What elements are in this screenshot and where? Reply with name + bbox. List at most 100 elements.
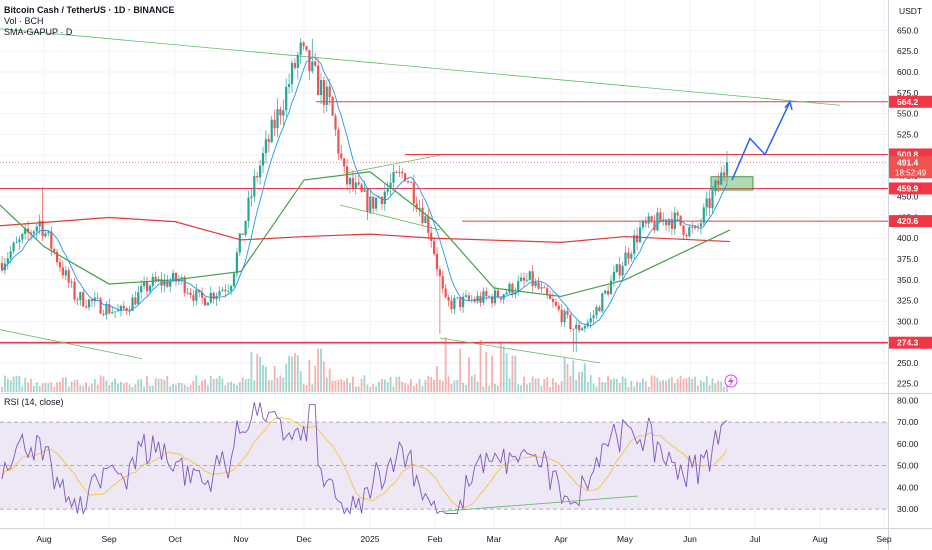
- volume-bar: [276, 377, 279, 392]
- volume-bar: [459, 348, 462, 392]
- candle-body: [128, 310, 131, 312]
- volume-bar: [244, 379, 247, 392]
- rsi-tick-label: 70.00: [897, 417, 919, 427]
- volume-bar: [650, 375, 653, 392]
- candle-body: [76, 299, 79, 301]
- candle-body: [273, 119, 276, 129]
- drawings-overlay[interactable]: [724, 100, 793, 388]
- volume-bar: [325, 377, 328, 392]
- volume-bar: [404, 382, 406, 392]
- volume-bar: [323, 361, 325, 392]
- volume-bar: [671, 377, 673, 392]
- candle-body: [259, 165, 262, 178]
- candle-body: [61, 267, 64, 276]
- volume-bar: [488, 385, 491, 392]
- candle-body: [528, 271, 531, 280]
- candle-body: [496, 290, 499, 298]
- sma-mid-line: [0, 171, 731, 298]
- volume-bar: [73, 380, 76, 392]
- volume-bar: [308, 359, 311, 392]
- price-tick-label: 575.0: [897, 88, 919, 98]
- volume-bar: [183, 384, 186, 392]
- volume-bar: [238, 382, 241, 392]
- candle-body: [145, 282, 149, 292]
- volume-bar: [53, 386, 56, 392]
- volume-bar: [668, 378, 670, 392]
- volume-bar: [250, 351, 253, 392]
- volume-bar: [644, 381, 647, 392]
- volume-bar: [526, 384, 528, 392]
- time-axis-label: May: [617, 534, 634, 544]
- projection-arrowhead: [784, 100, 793, 110]
- volume-bar: [705, 375, 708, 392]
- candle-body: [438, 269, 441, 277]
- volume-bar: [59, 381, 61, 392]
- price-axis[interactable]: 650.0625.0600.0575.0550.0525.0500.0475.0…: [889, 25, 932, 514]
- currency-label[interactable]: USDT: [899, 6, 923, 16]
- candle-body: [638, 227, 642, 243]
- volume-bar: [349, 382, 351, 392]
- candle-body: [363, 189, 366, 192]
- volume-bar: [439, 379, 441, 392]
- candle-body: [459, 297, 462, 308]
- candle-body: [554, 302, 557, 306]
- volume-bar: [337, 379, 340, 392]
- candle-body: [462, 296, 465, 308]
- level-price-tag: [889, 182, 932, 195]
- volume-bar: [56, 382, 58, 392]
- candle-body: [557, 305, 560, 310]
- volume-bar: [178, 382, 180, 392]
- symbol-title[interactable]: Bitcoin Cash / TetherUS · 1D · BINANCE: [4, 5, 175, 15]
- candle-body: [392, 171, 395, 183]
- volume-bar: [552, 378, 554, 392]
- candle-body: [38, 220, 41, 227]
- volume-bar: [9, 380, 12, 392]
- candle-body: [206, 302, 209, 306]
- time-axis[interactable]: Aug Sep Oct Nov Dec 2025 Feb Mar Apr May Jun Jul Aug…: [36, 534, 891, 544]
- candle-body: [427, 216, 430, 233]
- candle-body: [218, 291, 221, 296]
- candle-body: [433, 240, 436, 254]
- volume-bar: [221, 378, 224, 392]
- volume-indicator-label[interactable]: Vol · BCH: [4, 16, 44, 26]
- candle-body: [6, 258, 9, 264]
- candle-body: [325, 86, 328, 105]
- volume-bar: [441, 380, 444, 392]
- volume-bar: [70, 381, 73, 392]
- volume-bar: [41, 383, 44, 392]
- volume-bar: [662, 379, 665, 392]
- candle-body: [430, 232, 433, 241]
- candle-body: [665, 219, 668, 226]
- volume-bar: [679, 375, 682, 392]
- volume-bar: [160, 378, 163, 392]
- volume-bar: [630, 380, 633, 392]
- candle-body: [650, 216, 653, 222]
- volume-bar: [450, 383, 453, 392]
- price-tick-label: 225.0: [897, 379, 919, 389]
- candle-body: [369, 196, 372, 212]
- volume-bars: [1, 337, 728, 392]
- volume-bar: [598, 377, 601, 392]
- candle-body: [235, 252, 238, 274]
- volume-bar: [192, 380, 195, 392]
- candle-body: [702, 207, 705, 224]
- sma-indicator-label[interactable]: SMA-GAPUP · D: [4, 27, 73, 37]
- volume-bar: [163, 380, 166, 392]
- volume-bar: [511, 355, 514, 392]
- volume-bar: [352, 376, 354, 392]
- volume-bar: [653, 376, 656, 392]
- volume-bar: [212, 378, 215, 392]
- trend-line-mid: [339, 204, 441, 231]
- volume-bar: [468, 357, 470, 392]
- rsi-indicator-label[interactable]: RSI (14, close): [4, 397, 64, 407]
- volume-bar: [502, 346, 505, 392]
- candle-body: [331, 96, 334, 116]
- volume-bar: [627, 386, 630, 392]
- volume-bar: [140, 379, 143, 392]
- candle-body: [111, 312, 114, 314]
- candle-body: [375, 197, 378, 209]
- volume-bar: [412, 385, 415, 392]
- candle-body: [348, 178, 352, 185]
- rsi-line: [1, 402, 728, 515]
